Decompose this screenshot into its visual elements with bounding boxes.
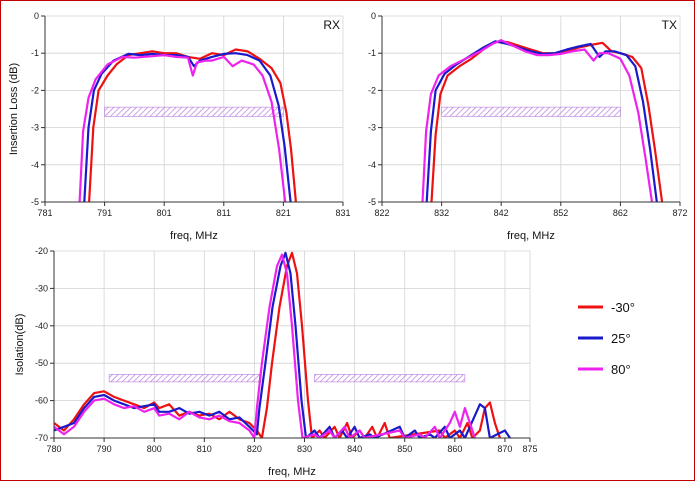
y-tick-label: -40 <box>35 321 48 331</box>
y-tick-label: -3 <box>31 123 39 133</box>
plot-tx <box>378 15 681 206</box>
x-tick-label: 831 <box>335 208 350 218</box>
x-tick-label: 780 <box>46 444 61 454</box>
series-line-p80 <box>78 54 287 202</box>
y-tick-label: -1 <box>31 48 39 58</box>
x-tick-label: 801 <box>157 208 172 218</box>
y-tick-label: -1 <box>368 48 376 58</box>
x-tick-label: 862 <box>613 208 628 218</box>
x-tick-label: 860 <box>447 444 462 454</box>
x-tick-label: 875 <box>522 444 537 454</box>
y-tick-label: -4 <box>368 160 376 170</box>
y-axis-label: Insertion Loss (dB) <box>8 63 20 155</box>
y-tick-label: -70 <box>35 433 48 443</box>
y-tick-label: -2 <box>31 85 39 95</box>
y-tick-label: -2 <box>368 85 376 95</box>
plot-rx <box>41 15 344 206</box>
x-tick-label: 830 <box>297 444 312 454</box>
legend-label: -30° <box>611 300 635 315</box>
series-line-m30 <box>54 251 501 438</box>
plot-isolation <box>50 250 531 442</box>
y-tick-label: -60 <box>35 396 48 406</box>
y-tick-label: -30 <box>35 283 48 293</box>
x-tick-label: 820 <box>247 444 262 454</box>
spec-mask-band <box>441 106 621 117</box>
x-tick-label: 840 <box>347 444 362 454</box>
x-tick-label: 781 <box>37 208 52 218</box>
x-tick-label: 870 <box>497 444 512 454</box>
spec-mask-band <box>314 374 466 383</box>
x-tick-label: 790 <box>97 444 112 454</box>
spec-mask-band <box>108 374 260 383</box>
x-tick-label: 872 <box>672 208 687 218</box>
y-tick-label: -4 <box>31 160 39 170</box>
y-tick-label: -5 <box>368 197 376 207</box>
x-tick-label: 800 <box>147 444 162 454</box>
legend-item: 80° <box>578 362 631 377</box>
legend-item: 25° <box>578 331 631 346</box>
x-axis-label: freq, MHz <box>268 466 316 478</box>
series-line-p25 <box>54 251 511 438</box>
x-tick-label: 852 <box>553 208 568 218</box>
x-tick-label: 842 <box>494 208 509 218</box>
series-line-p80 <box>54 253 476 438</box>
panel-tag-tx: TX <box>662 18 677 32</box>
series-line-m30 <box>88 48 297 202</box>
panel-tag-rx: RX <box>323 18 340 32</box>
y-tick-label: 0 <box>371 11 376 21</box>
x-axis-label: freq, MHz <box>170 230 218 242</box>
x-tick-label: 822 <box>374 208 389 218</box>
y-tick-label: -20 <box>35 246 48 256</box>
legend-label: 80° <box>611 362 631 377</box>
y-tick-label: 0 <box>34 11 39 21</box>
x-tick-label: 821 <box>276 208 291 218</box>
x-tick-label: 832 <box>434 208 449 218</box>
legend-label: 25° <box>611 331 631 346</box>
y-tick-label: -5 <box>31 197 39 207</box>
x-axis-label: freq, MHz <box>507 230 555 242</box>
series-line-p25 <box>83 52 292 202</box>
x-tick-label: 811 <box>217 208 231 218</box>
series-line-p80 <box>421 39 654 202</box>
y-tick-label: -3 <box>368 123 376 133</box>
spec-mask-band <box>104 106 284 117</box>
y-axis-label: Isolation(dB) <box>14 314 26 376</box>
y-tick-label: -50 <box>35 358 48 368</box>
x-tick-label: 810 <box>197 444 212 454</box>
series-line-p25 <box>425 40 658 202</box>
legend-item: -30° <box>578 300 635 315</box>
x-tick-label: 850 <box>397 444 412 454</box>
x-tick-label: 791 <box>97 208 112 218</box>
